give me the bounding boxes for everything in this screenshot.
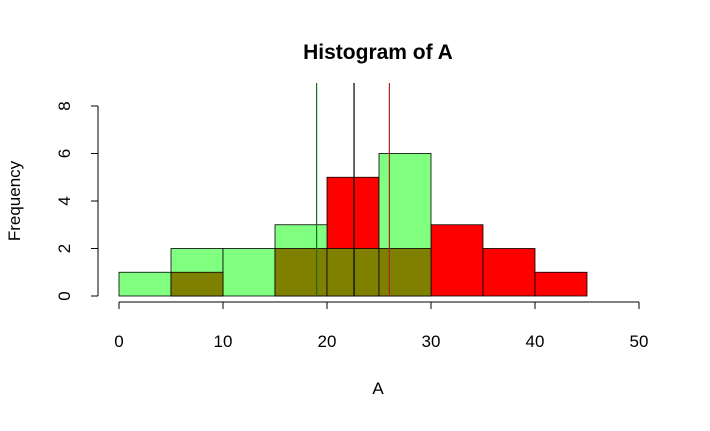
vertical-lines (316, 83, 390, 296)
histogram-bar-0-3 (482, 248, 536, 297)
y-axis: 0 2 4 6 8 (55, 101, 99, 301)
overlap-bar-0 (170, 271, 224, 297)
histogram-bar-1-0 (118, 271, 172, 297)
y-axis-label: Frequency (5, 160, 24, 241)
histogram-bar-1-2 (222, 248, 276, 297)
x-tick-label-4: 40 (526, 332, 545, 351)
histogram-bar-0-2 (430, 224, 484, 297)
x-tick-label-0: 0 (114, 332, 123, 351)
y-tick-label-0: 0 (55, 291, 74, 300)
x-axis-label: A (372, 379, 384, 398)
x-tick-label-1: 10 (214, 332, 233, 351)
overlap-bar-2 (326, 248, 380, 297)
chart-title: Histogram of A (303, 41, 453, 64)
overlap-bar-1 (274, 248, 328, 297)
x-tick-label-3: 30 (422, 332, 441, 351)
overlap-bar-3 (378, 248, 432, 297)
y-tick-label-1: 2 (55, 244, 74, 253)
y-tick-label-4: 8 (55, 101, 74, 110)
histogram-bar-0-4 (534, 271, 588, 297)
x-tick-label-2: 20 (318, 332, 337, 351)
y-tick-label-3: 6 (55, 149, 74, 158)
x-tick-label-5: 50 (630, 332, 649, 351)
overlap-bars (170, 248, 432, 297)
x-axis: 0 10 20 30 40 50 (114, 301, 649, 351)
y-tick-label-2: 4 (55, 196, 74, 205)
